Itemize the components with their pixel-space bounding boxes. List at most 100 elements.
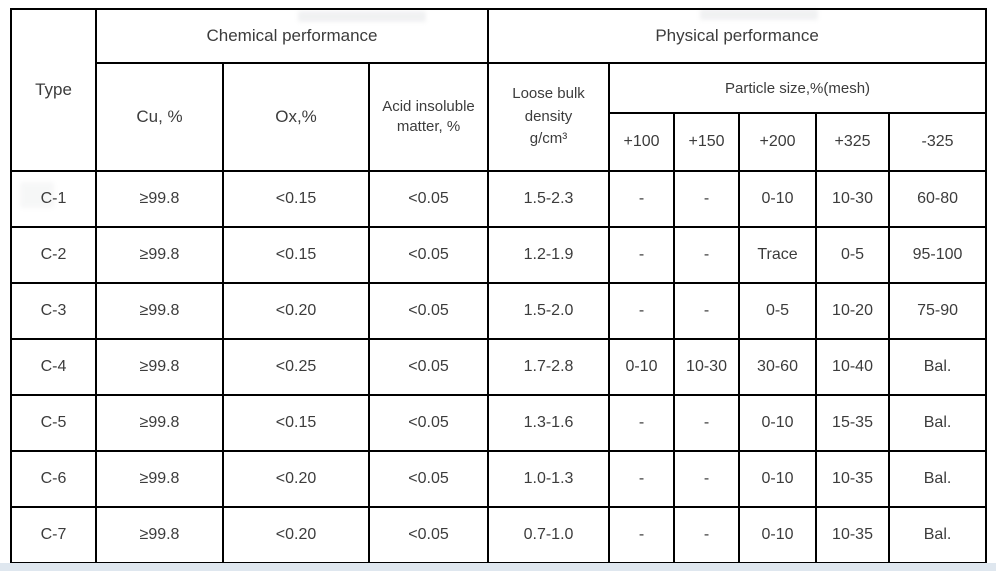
cell-mesh-plus-100: - [608, 506, 676, 564]
col-group-particle-size: Particle size,%(mesh) [608, 62, 988, 114]
col-header-ox: Ox,% [222, 62, 370, 172]
cell-mesh-plus-325: 10-40 [815, 338, 891, 396]
cell-mesh-plus-150: 10-30 [673, 338, 741, 396]
cell-mesh-plus-200: Trace [738, 226, 818, 284]
cell-ox: <0.20 [222, 506, 370, 564]
cell-mesh-plus-150: - [673, 282, 741, 340]
cell-mesh-plus-100: - [608, 282, 676, 340]
cell-loose-bulk-density: 1.5-2.0 [487, 282, 611, 340]
cell-acid-insoluble: <0.05 [367, 394, 490, 452]
cell-mesh-plus-150: - [673, 394, 741, 452]
specification-table: Type Chemical performance Physical perfo… [10, 8, 988, 564]
cell-mesh-plus-325: 10-35 [815, 450, 891, 508]
cell-ox: <0.20 [222, 450, 370, 508]
cell-loose-bulk-density: 1.7-2.8 [487, 338, 611, 396]
col-header-loose-bulk-density: Loose bulk density g/cm³ [487, 62, 611, 172]
cell-loose-bulk-density: 1.3-1.6 [487, 394, 611, 452]
table-body: C-1 ≥99.8 <0.15 <0.05 1.5-2.3- -0-10 10-30 60-8… [10, 170, 988, 564]
page-bottom-strip [0, 563, 996, 571]
cell-mesh-minus-325: Bal. [888, 506, 988, 564]
cell-type: C-3 [10, 282, 97, 340]
table-row: C-4 ≥99.8 <0.25 <0.05 1.7-2.8 0-10 10-30 30-60 1… [10, 338, 988, 396]
cell-cu: ≥99.8 [95, 506, 224, 564]
table-row: C-2 ≥99.8 <0.15 <0.05 1.2-1.9- - Trace 0-5 95-10… [10, 226, 988, 284]
cell-cu: ≥99.8 [95, 450, 224, 508]
col-header-cu: Cu, % [95, 62, 224, 172]
header-row-groups: Type Chemical performance Physical perfo… [10, 8, 988, 172]
cell-cu: ≥99.8 [95, 282, 224, 340]
cell-type: C-1 [10, 170, 97, 228]
density-line: density [524, 107, 573, 125]
cell-mesh-minus-325: 60-80 [888, 170, 988, 228]
cell-mesh-plus-150: - [673, 450, 741, 508]
cell-mesh-plus-100: - [608, 226, 676, 284]
cell-ox: <0.15 [222, 170, 370, 228]
cell-ox: <0.15 [222, 394, 370, 452]
cell-mesh-plus-200: 0-5 [738, 282, 818, 340]
cell-mesh-plus-200: 0-10 [738, 450, 818, 508]
cell-acid-insoluble: <0.05 [367, 450, 490, 508]
cell-loose-bulk-density: 0.7-1.0 [487, 506, 611, 564]
cell-mesh-plus-200: 0-10 [738, 394, 818, 452]
col-header-mesh-plus-100: +100 [608, 112, 676, 172]
cell-mesh-plus-200: 0-10 [738, 170, 818, 228]
col-header-acid-insoluble: Acid insoluble matter, % [367, 62, 490, 172]
col-header-type: Type [10, 8, 97, 172]
cell-ox: <0.25 [222, 338, 370, 396]
cell-mesh-minus-325: Bal. [888, 338, 988, 396]
cell-mesh-plus-325: 10-20 [815, 282, 891, 340]
table-row: C-3 ≥99.8 <0.20 <0.05 1.5-2.0- -0-5 10-20 75-90 [10, 282, 988, 340]
cell-loose-bulk-density: 1.0-1.3 [487, 450, 611, 508]
cell-mesh-plus-150: - [673, 506, 741, 564]
cell-cu: ≥99.8 [95, 226, 224, 284]
cell-mesh-plus-150: - [673, 170, 741, 228]
cell-cu: ≥99.8 [95, 338, 224, 396]
cell-mesh-plus-100: - [608, 394, 676, 452]
table-header: Type Chemical performance Physical perfo… [10, 8, 988, 172]
cell-ox: <0.15 [222, 226, 370, 284]
cell-mesh-plus-325: 15-35 [815, 394, 891, 452]
col-group-chemical-performance: Chemical performance [94, 8, 490, 64]
cell-mesh-minus-325: 75-90 [888, 282, 988, 340]
cell-mesh-plus-325: 10-30 [815, 170, 891, 228]
cell-loose-bulk-density: 1.2-1.9 [487, 226, 611, 284]
header-row-subcolumns: Cu, % Ox,% Acid insoluble matter, % Loos… [11, 62, 988, 172]
cell-mesh-plus-100: 0-10 [608, 338, 676, 396]
density-line: Loose bulk [512, 85, 585, 103]
cell-type: C-6 [10, 450, 97, 508]
cell-type: C-5 [10, 394, 97, 452]
header-row-mesh: +100 +150 +200 +325 -325 [11, 112, 988, 172]
cell-cu: ≥99.8 [95, 170, 224, 228]
cell-type: C-7 [10, 506, 97, 564]
cell-mesh-plus-325: 10-35 [815, 506, 891, 564]
table-row: C-7 ≥99.8 <0.20 <0.05 0.7-1.0- -0-10 10-35 Bal. [10, 506, 988, 564]
cell-mesh-minus-325: Bal. [888, 450, 988, 508]
col-header-mesh-plus-200: +200 [738, 112, 818, 172]
cell-acid-insoluble: <0.05 [367, 506, 490, 564]
cell-cu: ≥99.8 [95, 394, 224, 452]
cell-acid-insoluble: <0.05 [367, 338, 490, 396]
cell-mesh-plus-100: - [608, 170, 676, 228]
cell-mesh-plus-325: 0-5 [815, 226, 891, 284]
cell-acid-insoluble: <0.05 [367, 170, 490, 228]
cell-acid-insoluble: <0.05 [367, 226, 490, 284]
cell-type: C-4 [10, 338, 97, 396]
table-row: C-6 ≥99.8 <0.20 <0.05 1.0-1.3- -0-10 10-35 Bal. [10, 450, 988, 508]
table-row: C-1 ≥99.8 <0.15 <0.05 1.5-2.3- -0-10 10-30 60-8… [10, 170, 988, 228]
cell-mesh-plus-100: - [608, 450, 676, 508]
density-line: g/cm³ [529, 130, 568, 148]
table-row: C-5 ≥99.8 <0.15 <0.05 1.3-1.6- -0-10 15-35 Bal. [10, 394, 988, 452]
cell-mesh-minus-325: Bal. [888, 394, 988, 452]
cell-mesh-plus-150: - [673, 226, 741, 284]
cell-mesh-minus-325: 95-100 [888, 226, 988, 284]
col-header-mesh-plus-325: +325 [815, 112, 891, 172]
cell-acid-insoluble: <0.05 [367, 282, 490, 340]
col-header-mesh-plus-150: +150 [673, 112, 741, 172]
cell-type: C-2 [10, 226, 97, 284]
cell-mesh-plus-200: 30-60 [738, 338, 818, 396]
cell-mesh-plus-200: 0-10 [738, 506, 818, 564]
col-header-mesh-minus-325: -325 [888, 112, 988, 172]
cell-loose-bulk-density: 1.5-2.3 [487, 170, 611, 228]
cell-ox: <0.20 [222, 282, 370, 340]
col-group-physical-performance: Physical performance [487, 8, 988, 64]
